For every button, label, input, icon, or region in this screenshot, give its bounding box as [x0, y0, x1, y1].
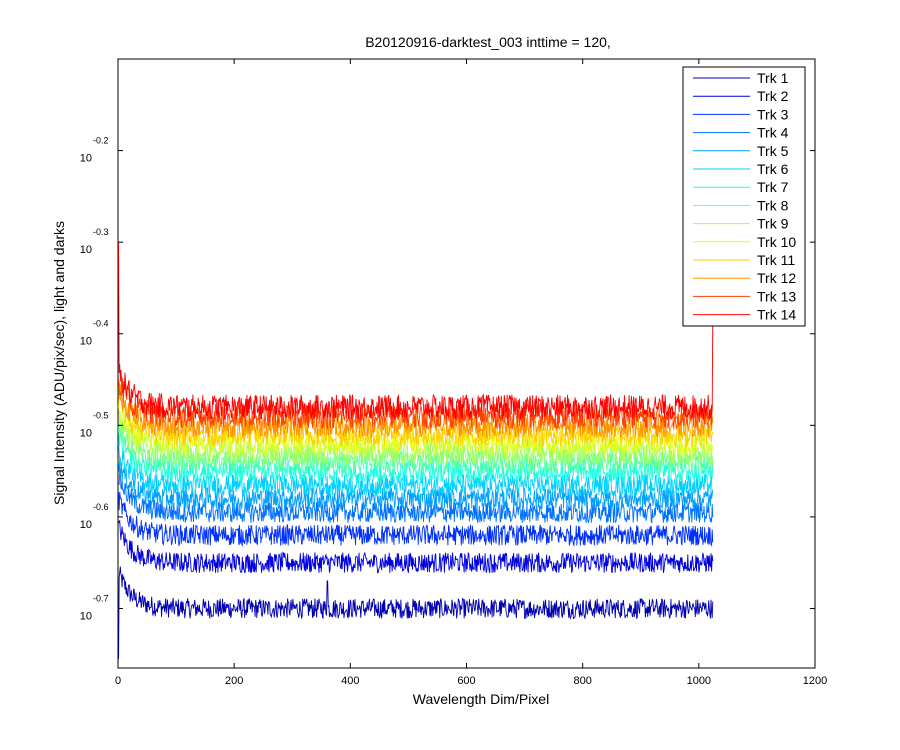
x-tick-label: 600: [457, 675, 475, 687]
x-tick-label: 800: [573, 675, 591, 687]
series-line-4: [118, 469, 714, 524]
legend-label-9: Trk 9: [757, 216, 789, 232]
x-ticks: 0 200 400 600 800 1000 1200: [115, 59, 827, 687]
y-ticks: 10-0.210-0.310-0.410-0.510-0.610-0.7: [80, 136, 815, 622]
legend-label-13: Trk 13: [757, 288, 796, 304]
series-line-7: [118, 426, 714, 484]
legend-label-10: Trk 10: [757, 234, 796, 250]
x-tick-label: 200: [225, 675, 243, 687]
y-tick-label-base: 10: [80, 519, 92, 531]
y-axis-label: Signal Intensity (ADU/pix/sec), light an…: [51, 221, 67, 505]
x-tick-label: 1200: [803, 675, 827, 687]
legend-label-4: Trk 4: [757, 125, 789, 141]
y-tick-label-base: 10: [80, 244, 92, 256]
x-tick-label: 0: [115, 675, 121, 687]
x-tick-label: 400: [341, 675, 359, 687]
legend-label-5: Trk 5: [757, 143, 789, 159]
legend-label-7: Trk 7: [757, 179, 789, 195]
y-tick-label-exponent: -0.4: [93, 319, 109, 329]
series-line-13: [118, 377, 714, 431]
legend: Trk 1 Trk 2 Trk 3 Trk 4 Trk 5 Trk 6 Trk 7 Trk 8…: [682, 66, 806, 327]
y-tick-label-exponent: -0.6: [93, 502, 109, 512]
x-tick-label: 1000: [687, 675, 711, 687]
series-line-1: [118, 566, 714, 659]
legend-label-12: Trk 12: [757, 270, 796, 286]
legend-label-6: Trk 6: [757, 161, 789, 177]
series-line-3: [118, 491, 714, 548]
legend-label-2: Trk 2: [757, 88, 789, 104]
legend-label-8: Trk 8: [757, 197, 789, 213]
series-line-2: [118, 519, 714, 574]
series-line-8: [118, 424, 714, 474]
legend-label-1: Trk 1: [757, 70, 789, 86]
y-tick-label-base: 10: [80, 610, 92, 622]
y-tick-label-base: 10: [80, 336, 92, 348]
y-tick-label-exponent: -0.3: [93, 227, 109, 237]
y-tick-label-exponent: -0.5: [93, 410, 109, 420]
legend-label-14: Trk 14: [757, 307, 796, 323]
y-tick-label-exponent: -0.7: [93, 593, 109, 603]
y-tick-label-exponent: -0.2: [93, 136, 109, 146]
series-line-14: [118, 242, 714, 421]
x-axis-label: Wavelength Dim/Pixel: [413, 691, 549, 707]
chart-title: B20120916-darktest_003 inttime = 120,: [365, 34, 611, 50]
legend-label-11: Trk 11: [757, 252, 795, 268]
legend-label-3: Trk 3: [757, 106, 789, 122]
y-tick-label-base: 10: [80, 427, 92, 439]
legend-box: [682, 66, 806, 327]
series-layer: [118, 242, 714, 659]
series-line-6: [118, 442, 714, 497]
y-tick-label-base: 10: [80, 153, 92, 165]
